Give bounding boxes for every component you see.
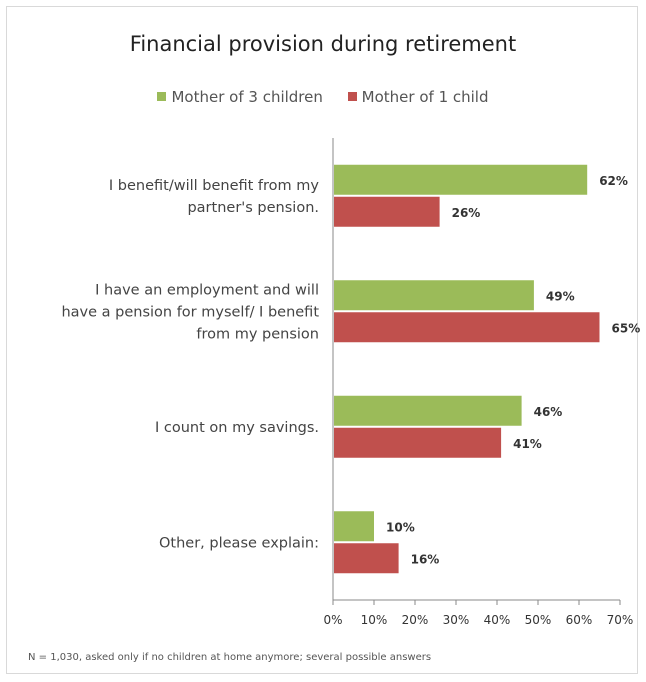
legend: Mother of 3 children Mother of 1 child (0, 88, 646, 106)
data-label: 26% (452, 206, 481, 220)
data-label: 46% (534, 405, 563, 419)
x-tick-label: 40% (484, 613, 511, 627)
bar-series-2 (334, 196, 440, 227)
data-label: 41% (513, 437, 542, 451)
chart-title: Financial provision during retirement (129, 32, 517, 56)
category-label: I benefit/will benefit from my (109, 178, 320, 194)
data-label: 49% (546, 289, 575, 303)
category-label: I count on my savings. (155, 420, 319, 436)
x-tick-label: 50% (525, 613, 552, 627)
x-tick-label: 60% (566, 613, 593, 627)
bar-series-2 (334, 312, 600, 343)
data-label: 10% (386, 520, 415, 534)
category-label: partner's pension. (187, 200, 319, 216)
data-label: 16% (411, 552, 440, 566)
legend-label-series-2: Mother of 1 child (361, 88, 489, 106)
bar-series-1 (334, 395, 522, 426)
bar-series-1 (334, 511, 374, 542)
x-tick-label: 70% (607, 613, 634, 627)
x-tick-label: 10% (361, 613, 388, 627)
x-tick-label: 30% (443, 613, 470, 627)
category-label: have a pension for myself/ I benefit (61, 304, 319, 320)
category-label: I have an employment and will (95, 282, 319, 298)
bar-series-1 (334, 280, 534, 311)
legend-swatch-series-2 (347, 92, 357, 101)
category-label: from my pension (196, 326, 319, 342)
legend-item-series-2: Mother of 1 child (347, 88, 489, 106)
bar-series-2 (334, 427, 502, 458)
legend-label-series-1: Mother of 3 children (171, 88, 323, 106)
footnote: N = 1,030, asked only if no children at … (28, 652, 432, 663)
legend-swatch-series-1 (157, 92, 167, 101)
x-tick-label: 0% (323, 613, 342, 627)
bar-series-2 (334, 543, 399, 574)
x-tick-label: 20% (402, 613, 429, 627)
data-label: 62% (599, 174, 628, 188)
bar-series-1 (334, 164, 588, 195)
data-label: 65% (612, 321, 641, 335)
legend-item-series-1: Mother of 3 children (157, 88, 323, 106)
category-label: Other, please explain: (159, 535, 319, 551)
